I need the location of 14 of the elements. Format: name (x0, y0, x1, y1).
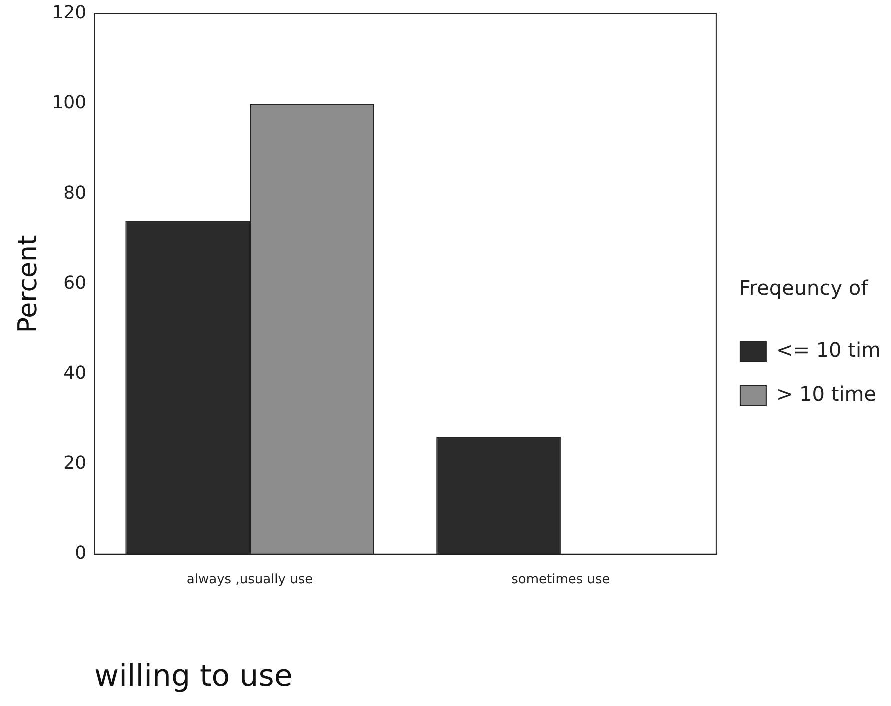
legend-label: > 10 time (776, 382, 877, 406)
y-tick-label: 40 (64, 362, 87, 384)
y-tick-label: 100 (52, 92, 87, 114)
legend-label: <= 10 tim (776, 338, 881, 362)
x-axis-title: willing to use (94, 658, 293, 694)
legend-title: Freqeuncy of (739, 276, 870, 300)
x-tick-label: always ,usually use (186, 572, 314, 588)
y-tick-label: 0 (75, 543, 87, 564)
y-tick-label: 20 (64, 453, 87, 474)
y-axis-title: Percent (13, 235, 44, 334)
y-tick-label: 80 (64, 182, 87, 204)
y-tick-label: 60 (64, 272, 87, 294)
y-tick-label: 120 (52, 2, 87, 24)
x-tick-label: sometimes use (512, 572, 610, 588)
